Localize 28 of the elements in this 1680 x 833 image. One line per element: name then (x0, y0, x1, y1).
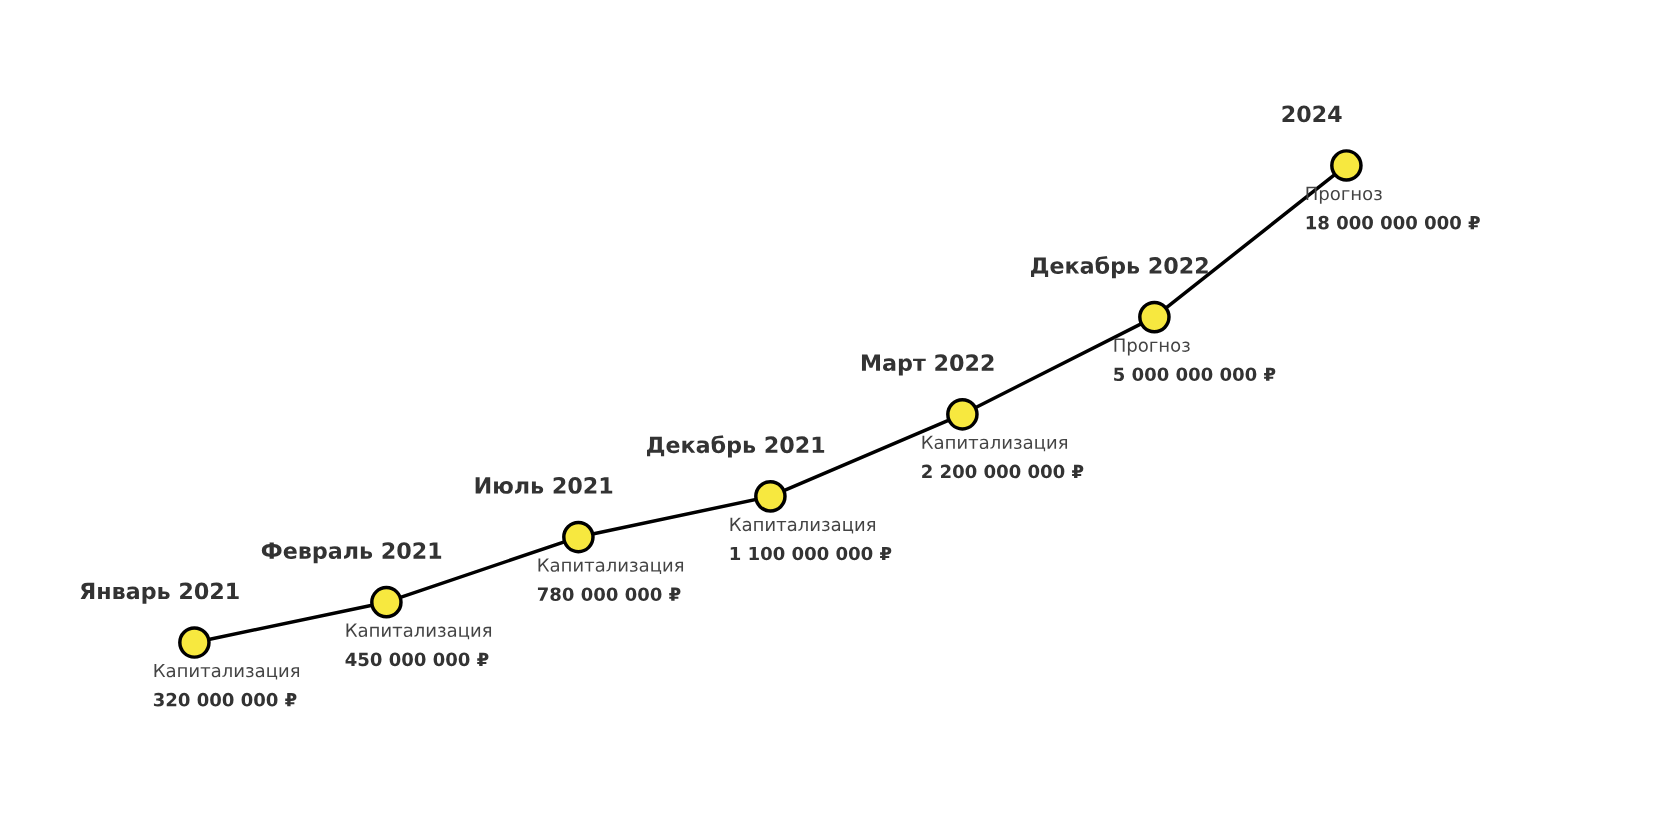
point (178, 626, 211, 659)
data-label: 450 000 000 ₽ (345, 652, 489, 667)
point (946, 397, 979, 431)
annotation: Капитализация (922, 435, 1068, 452)
annotation: Капитализация (346, 623, 492, 640)
x-tick-label: 2024 (1282, 105, 1342, 123)
data-label: 780 000 000 ₽ (537, 587, 681, 602)
x-tick-label: Декабрь 2022 (1031, 255, 1208, 279)
data-label: 18 000 000 000 ₽ (1306, 215, 1480, 230)
data-label: 2 200 000 000 ₽ (922, 464, 1084, 479)
annotation: Капитализация (730, 517, 876, 534)
annotation: Прогноз (1114, 338, 1190, 356)
annotation: Прогноз (1306, 186, 1382, 204)
point (370, 585, 403, 619)
x-tick-label: Январь 2021 (80, 582, 239, 604)
point (754, 480, 787, 513)
annotation: Капитализация (154, 663, 300, 680)
data-label: 320 000 000 ₽ (153, 692, 297, 707)
point (562, 520, 595, 554)
data-label: 1 100 000 000 ₽ (730, 546, 892, 561)
point (1330, 149, 1363, 182)
x-tick-label: Июль 2021 (475, 477, 613, 494)
x-tick-label: Март 2022 (861, 354, 994, 376)
annotation: Капитализация (538, 558, 684, 575)
data-label: 5 000 000 000 ₽ (1114, 367, 1276, 382)
point (1138, 300, 1171, 334)
x-tick-label: Декабрь 2021 (647, 435, 825, 458)
x-tick-label: Февраль 2021 (261, 542, 442, 564)
